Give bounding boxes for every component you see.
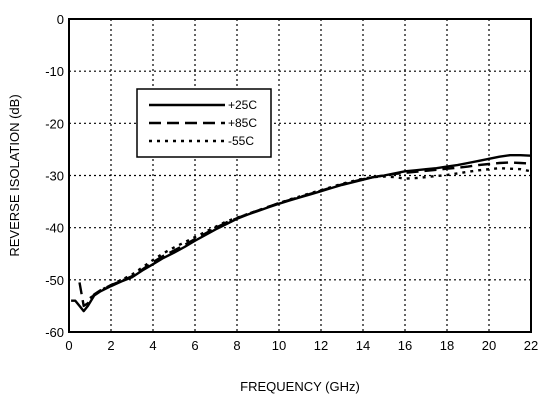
y-tick-label: -30	[45, 169, 64, 184]
legend-label: +25C	[228, 98, 257, 112]
legend-label: +85C	[228, 116, 257, 130]
series-line-3	[90, 168, 531, 298]
y-tick-label: -60	[45, 325, 64, 340]
ticks: 0 2 4 6 8 10 12 14 16 18 20 22 0 -10 -20 -30 -40 -50 -60	[45, 12, 538, 353]
y-tick-label: -10	[45, 64, 64, 79]
series-line-1	[71, 155, 531, 311]
x-tick-label: 16	[398, 338, 412, 353]
legend-label: -55C	[228, 134, 254, 148]
series-layer	[71, 155, 531, 311]
grid	[69, 19, 531, 332]
y-tick-label: 0	[57, 12, 64, 27]
x-tick-label: 4	[149, 338, 156, 353]
x-tick-label: 20	[482, 338, 496, 353]
x-tick-label: 18	[440, 338, 454, 353]
x-tick-label: 10	[272, 338, 286, 353]
x-axis-title: FREQUENCY (GHz)	[240, 379, 360, 394]
x-tick-label: 12	[314, 338, 328, 353]
y-axis-title: REVERSE ISOLATION (dB)	[7, 94, 22, 256]
x-tick-label: 14	[356, 338, 370, 353]
x-tick-label: 6	[191, 338, 198, 353]
x-tick-label: 22	[524, 338, 538, 353]
y-tick-label: -40	[45, 221, 64, 236]
y-tick-label: -20	[45, 116, 64, 131]
x-tick-label: 0	[65, 338, 72, 353]
legend: +25C +85C -55C	[137, 89, 271, 157]
x-tick-label: 8	[233, 338, 240, 353]
x-tick-label: 2	[107, 338, 114, 353]
y-tick-label: -50	[45, 273, 64, 288]
series-line-2	[80, 163, 532, 306]
